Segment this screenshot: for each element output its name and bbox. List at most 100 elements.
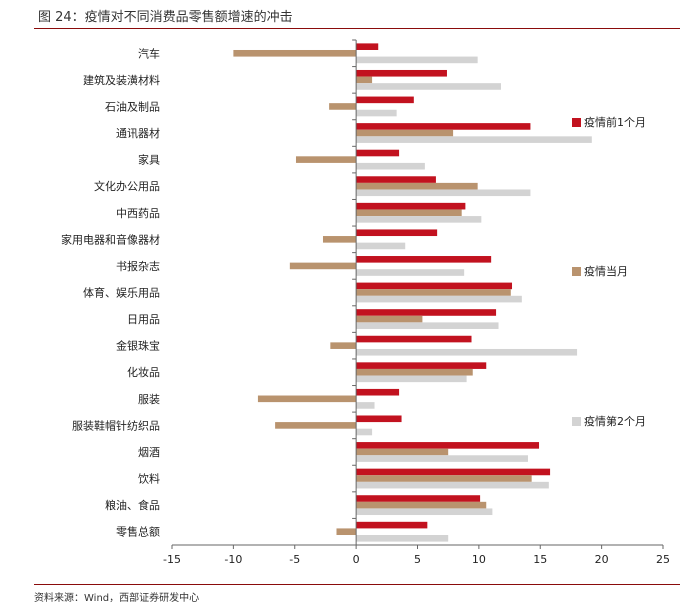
bar-s3-12 xyxy=(356,375,467,383)
bar-s3-2 xyxy=(356,109,397,117)
bar-s3-7 xyxy=(356,242,406,250)
bar-s2-18 xyxy=(336,528,357,536)
bar-chart: 汽车建筑及装潢材料石油及制品通讯器材家具文化办公用品中西药品家用电器和音像器材书… xyxy=(61,39,670,566)
x-tick-label: -10 xyxy=(224,553,242,566)
bar-s1-6 xyxy=(356,202,466,210)
bar-s3-8 xyxy=(356,269,465,276)
bar-layer xyxy=(233,43,592,542)
bar-s3-15 xyxy=(356,455,528,462)
bar-s2-0 xyxy=(233,49,357,57)
bar-s1-2 xyxy=(356,96,414,104)
bar-s1-9 xyxy=(356,282,513,290)
bar-s2-6 xyxy=(356,209,462,217)
category-label: 金银珠宝 xyxy=(116,339,160,353)
legend-label-1: 疫情前1个月 xyxy=(584,115,646,129)
category-label: 汽车 xyxy=(138,46,160,60)
bar-s1-15 xyxy=(356,442,540,449)
bar-s2-15 xyxy=(356,448,449,456)
legend-label-2: 疫情当月 xyxy=(584,264,628,278)
bar-s3-18 xyxy=(356,535,449,542)
bottom-rule xyxy=(34,584,680,585)
x-tick-label: -15 xyxy=(163,553,181,566)
category-label: 烟酒 xyxy=(138,445,160,459)
bar-s2-17 xyxy=(356,501,487,509)
bar-s3-11 xyxy=(356,348,578,356)
category-label: 书报杂志 xyxy=(116,259,160,273)
bar-s2-2 xyxy=(329,103,357,110)
bar-s1-10 xyxy=(356,309,497,316)
category-label: 饮料 xyxy=(138,472,160,486)
bar-s1-14 xyxy=(356,415,402,423)
legend-swatch-1 xyxy=(572,118,581,127)
category-label: 化妆品 xyxy=(127,365,160,379)
x-tick-label: 20 xyxy=(595,553,609,566)
source-note: 资料来源：Wind，西部证券研发中心 xyxy=(34,593,200,604)
bar-s3-13 xyxy=(356,402,375,409)
bar-s3-9 xyxy=(356,295,522,303)
x-tick-label: 25 xyxy=(656,553,670,566)
bar-s1-18 xyxy=(356,521,428,529)
bar-s3-0 xyxy=(356,56,478,64)
bar-s3-14 xyxy=(356,428,373,436)
tick-labels: -15 -10 -5 0 5 10 15 20 25 xyxy=(163,553,670,566)
bar-s1-0 xyxy=(356,43,379,50)
category-label: 体育、娱乐用品 xyxy=(83,286,160,300)
bar-s3-6 xyxy=(356,216,482,223)
figure-title: 图 24：疫情对不同消费品零售额增速的冲击 xyxy=(38,10,293,25)
category-label: 文化办公用品 xyxy=(94,179,160,193)
bar-s2-1 xyxy=(356,76,373,84)
category-label: 零售总额 xyxy=(116,525,160,539)
bar-s2-14 xyxy=(275,422,357,429)
bar-s2-4 xyxy=(295,156,357,163)
category-label: 家用电器和音像器材 xyxy=(61,232,160,246)
bar-s2-13 xyxy=(257,395,357,403)
bar-s1-17 xyxy=(356,495,481,502)
bar-s1-7 xyxy=(356,229,438,237)
bar-s1-16 xyxy=(356,468,551,476)
bar-s2-10 xyxy=(356,315,423,323)
x-tick-label: 10 xyxy=(472,553,486,566)
bar-s3-3 xyxy=(356,136,592,143)
x-tick-label: 15 xyxy=(533,553,547,566)
legend-swatch-2 xyxy=(572,267,581,276)
bar-s2-11 xyxy=(330,342,357,349)
category-label: 通讯器材 xyxy=(116,126,160,140)
bar-s2-3 xyxy=(356,129,454,137)
bar-s2-7 xyxy=(322,236,357,243)
bar-s2-12 xyxy=(356,368,473,376)
category-label: 服装鞋帽针纺织品 xyxy=(72,418,160,432)
bar-s1-12 xyxy=(356,362,487,369)
bar-s1-1 xyxy=(356,69,447,77)
bar-s1-3 xyxy=(356,123,531,130)
bar-s3-10 xyxy=(356,322,499,329)
bar-s3-5 xyxy=(356,189,531,197)
legend-label-3: 疫情第2个月 xyxy=(584,414,646,428)
bar-s1-8 xyxy=(356,256,492,263)
bar-s3-16 xyxy=(356,481,549,489)
bar-s1-11 xyxy=(356,335,472,343)
bar-s1-4 xyxy=(356,149,400,157)
bar-s1-5 xyxy=(356,176,436,183)
category-label: 服装 xyxy=(138,393,160,406)
category-label: 粮油、食品 xyxy=(105,498,160,512)
bar-s2-16 xyxy=(356,475,532,482)
category-label: 日用品 xyxy=(127,313,160,326)
bar-s2-5 xyxy=(356,182,478,190)
x-tick-label: -5 xyxy=(289,553,300,566)
legend-swatch-3 xyxy=(572,417,581,426)
x-tick-label: 5 xyxy=(414,553,421,566)
top-rule xyxy=(34,28,680,29)
bar-s3-1 xyxy=(356,83,501,90)
bar-s2-8 xyxy=(289,262,357,270)
category-label: 石油及制品 xyxy=(105,99,160,113)
x-tick-label: 0 xyxy=(353,553,360,566)
category-label: 家具 xyxy=(138,153,160,167)
bar-s3-4 xyxy=(356,162,425,170)
bar-s1-13 xyxy=(356,388,400,396)
axis-layer xyxy=(171,39,664,549)
category-label: 建筑及装潢材料 xyxy=(83,73,160,87)
category-label: 中西药品 xyxy=(116,207,160,220)
category-labels: 汽车建筑及装潢材料石油及制品通讯器材家具文化办公用品中西药品家用电器和音像器材书… xyxy=(61,46,160,538)
bar-s2-9 xyxy=(356,289,511,296)
